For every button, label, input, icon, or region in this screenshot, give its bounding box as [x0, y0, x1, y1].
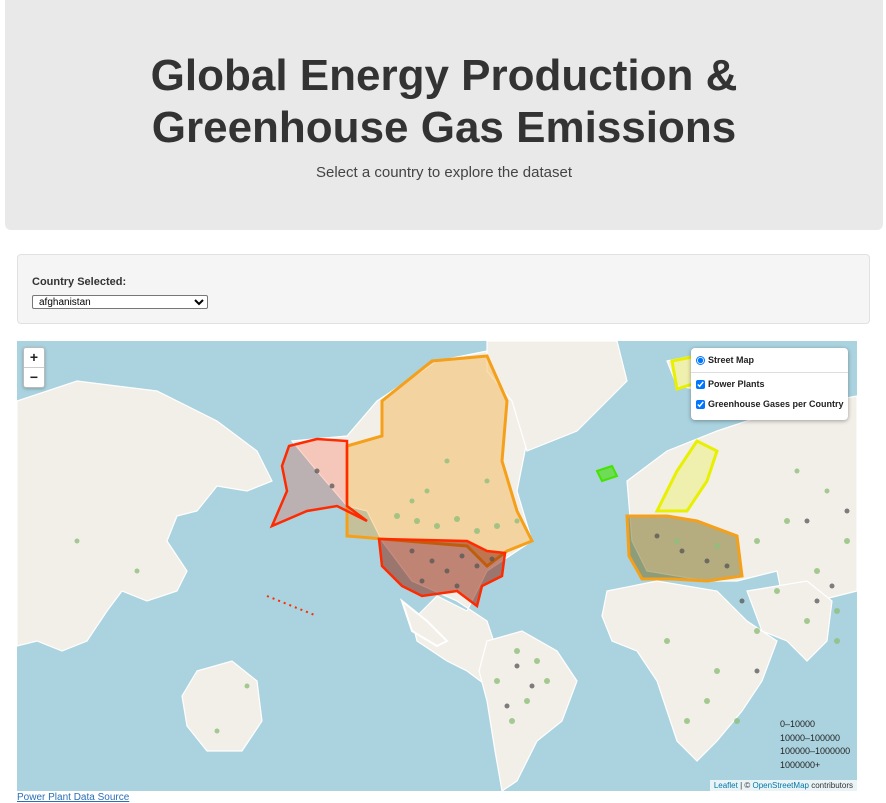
greenhouse-gases-checkbox[interactable]	[696, 399, 705, 409]
power-plants-layer	[74, 458, 850, 734]
ghg-europe[interactable]	[625, 514, 744, 583]
power-plant-data-source-link[interactable]: Power Plant Data Source	[17, 792, 130, 803]
power-plants-dark	[314, 468, 850, 709]
map-container[interactable]: + − Street Map Power Plants Greenhouse G…	[17, 341, 857, 791]
country-select[interactable]: afghanistan	[32, 295, 208, 309]
land-south-america	[478, 630, 578, 791]
openstreetmap-link[interactable]: OpenStreetMap	[752, 781, 809, 790]
header-jumbotron: Global Energy Production & Greenhouse Ga…	[5, 0, 883, 230]
base-layer-row[interactable]: Street Map	[696, 355, 754, 365]
country-selector-panel: Country Selected: afghanistan	[17, 254, 870, 324]
legend-item: 1000000+	[780, 759, 821, 770]
land-arabia-india	[746, 580, 833, 662]
street-map-label: Street Map	[708, 355, 755, 365]
power-plants-green	[74, 458, 850, 734]
attribution-separator: | ©	[737, 781, 753, 790]
map-tiles	[17, 341, 857, 791]
page-title-line2: Greenhouse Gas Emissions	[151, 103, 737, 152]
layer-control-separator	[691, 372, 848, 373]
ghg-iceland[interactable]	[595, 464, 619, 483]
overlay-row-greenhouse-gases[interactable]: Greenhouse Gases per Country	[696, 399, 844, 409]
zoom-in-button[interactable]: +	[29, 349, 39, 365]
land-asia	[17, 380, 273, 652]
country-selector-label: Country Selected:	[32, 276, 127, 288]
ghg-hawaii[interactable]	[266, 595, 318, 617]
street-map-radio[interactable]	[696, 355, 705, 365]
attribution-tail: contributors	[808, 781, 853, 790]
page-subtitle: Select a country to explore the dataset	[316, 164, 572, 181]
layer-control: Street Map Power Plants Greenhouse Gases…	[691, 348, 848, 420]
land-layer	[17, 341, 857, 791]
map-legend: 0–10000 10000–100000 100000–1000000 1000…	[780, 718, 850, 772]
greenhouse-gases-label: Greenhouse Gases per Country	[708, 399, 844, 409]
ghg-mexico[interactable]	[399, 598, 449, 648]
power-plants-label: Power Plants	[708, 379, 765, 389]
zoom-control: + −	[23, 347, 45, 388]
map-attribution: Leaflet | © OpenStreetMap contributors	[709, 780, 857, 791]
land-greenland	[486, 341, 628, 452]
land-africa	[601, 580, 778, 762]
page-title-line1: Global Energy Production &	[150, 51, 738, 100]
leaflet-link[interactable]: Leaflet	[713, 781, 738, 790]
overlay-row-power-plants[interactable]: Power Plants	[696, 379, 765, 389]
legend-item: 100000–1000000	[780, 746, 851, 756]
ghg-overlay-layer	[266, 354, 744, 648]
ghg-scandinavia[interactable]	[654, 439, 719, 513]
legend-item: 10000–100000	[780, 732, 841, 743]
land-australia	[181, 660, 263, 752]
ghg-usa[interactable]	[377, 537, 507, 609]
legend-item: 0–10000	[780, 719, 816, 729]
page-title: Global Energy Production & Greenhouse Ga…	[5, 50, 883, 154]
ghg-alaska[interactable]	[269, 437, 368, 529]
zoom-out-button[interactable]: −	[24, 367, 44, 387]
power-plants-checkbox[interactable]	[696, 379, 705, 389]
